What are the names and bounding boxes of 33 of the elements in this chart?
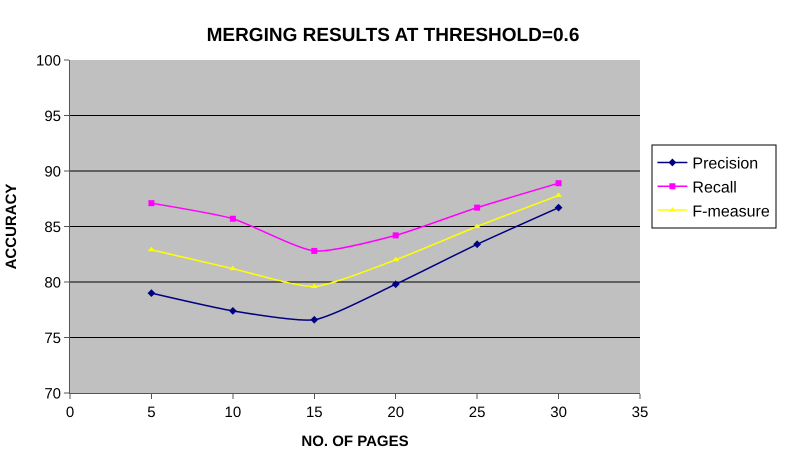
x-tick-label: 35 — [632, 404, 648, 421]
y-tick-label: 90 — [44, 163, 61, 180]
x-tick-label: 5 — [147, 404, 156, 421]
x-tick-label: 10 — [224, 404, 242, 421]
point — [148, 289, 156, 297]
point — [230, 216, 236, 222]
point — [310, 316, 318, 324]
point — [392, 280, 400, 288]
x-tick-label: 0 — [66, 404, 74, 421]
x-axis-title: NO. OF PAGES — [301, 433, 409, 450]
y-tick-label: 70 — [44, 385, 61, 402]
point — [392, 232, 399, 238]
x-tick-label: 30 — [550, 404, 567, 421]
legend-label: Precision — [692, 156, 758, 173]
legend-label: Recall — [692, 179, 737, 196]
y-tick-label: 80 — [44, 274, 61, 292]
y-tick-label: 85 — [44, 218, 61, 236]
point — [148, 200, 154, 206]
y-tick-label: 100 — [36, 52, 61, 70]
chart-title: MERGING RESULTS AT THRESHOLD=0.6 — [206, 24, 580, 46]
x-tick-label: 20 — [387, 404, 404, 421]
y-axis-title: ACCURACY — [3, 184, 20, 270]
y-tick-label: 75 — [44, 330, 61, 347]
point — [228, 306, 237, 315]
point — [554, 204, 562, 212]
point — [473, 240, 482, 248]
x-tick-label: 25 — [468, 404, 486, 421]
legend-label: F-measure — [692, 203, 770, 220]
point — [556, 180, 562, 186]
point — [474, 204, 480, 211]
point — [311, 248, 318, 254]
x-tick-label: 15 — [306, 404, 323, 421]
y-tick-label: 95 — [44, 108, 61, 125]
